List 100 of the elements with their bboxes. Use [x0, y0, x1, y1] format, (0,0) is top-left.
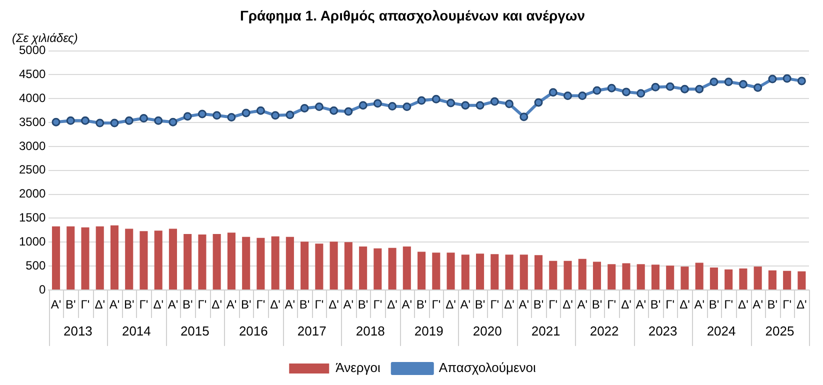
bar [520, 254, 528, 290]
x-tick-label: Δ' [270, 298, 280, 312]
x-tick-label: Β' [182, 298, 193, 312]
legend-label: Απασχολούμενοι [438, 360, 536, 376]
bar [739, 268, 748, 290]
x-tick-label: Γ' [724, 298, 734, 312]
point [286, 110, 294, 120]
point [695, 84, 704, 94]
x-tick-label: Β' [416, 298, 427, 312]
x-tick-label: Α' [460, 298, 471, 312]
x-tick-label: Γ' [490, 298, 500, 312]
x-tick-label: Δ' [328, 298, 339, 312]
point [358, 101, 368, 110]
bar [140, 231, 148, 290]
text: 2019 [414, 324, 444, 339]
x-tick-label: Α' [226, 298, 237, 312]
y-tick-label: 500 [26, 258, 46, 272]
point [330, 106, 338, 115]
x-tick-label: Γ' [139, 298, 148, 312]
point [710, 78, 718, 86]
bar [81, 227, 90, 290]
x-tick-label: Β' [124, 298, 134, 312]
y-tick-label: 4500 [18, 67, 46, 82]
x-tick-label: Γ' [314, 298, 324, 312]
bar [402, 246, 411, 290]
y-tick-label: 3500 [18, 114, 46, 129]
point [227, 113, 236, 122]
point [578, 92, 587, 100]
x-tick-label: Δ' [446, 298, 456, 312]
bar [271, 236, 280, 290]
x-tick-label: Δ' [153, 298, 164, 312]
bar [461, 254, 470, 290]
y-axis-title: (Σε χιλιάδες) [12, 31, 78, 45]
point [432, 94, 440, 104]
point [754, 83, 762, 92]
x-tick-label: Α' [694, 298, 704, 312]
point [314, 102, 324, 112]
x-tick-label: Β' [650, 298, 661, 312]
x-tick-label: Γ' [373, 298, 382, 312]
point [154, 116, 163, 125]
y-tick-label: 3000 [18, 138, 46, 153]
bar [168, 228, 177, 290]
y-tick-label: 2500 [18, 162, 46, 177]
point [139, 114, 148, 123]
point [768, 74, 777, 84]
x-tick-label: Α' [109, 298, 120, 312]
bar [432, 252, 440, 290]
bar [315, 244, 324, 290]
point [96, 118, 104, 128]
text: 2018 [356, 324, 385, 339]
x-tick-label: Β' [474, 298, 486, 312]
bar [344, 242, 352, 290]
bar [374, 248, 382, 290]
point [548, 88, 558, 97]
bar [110, 225, 119, 290]
bar [534, 255, 543, 290]
x-tick-label: Γ' [548, 298, 558, 312]
text: 2017 [297, 324, 326, 339]
x-tick-label: Α' [577, 298, 588, 312]
point [782, 74, 792, 83]
x-tick-label: Δ' [621, 298, 632, 312]
x-tick-label: Δ' [212, 298, 222, 312]
bar [666, 266, 674, 290]
x-tick-label: Γ' [666, 298, 675, 312]
x-tick-label: Α' [284, 298, 296, 312]
x-tick-label: Δ' [680, 298, 690, 312]
bar [651, 264, 660, 290]
x-tick-label: Β' [767, 298, 778, 312]
x-tick-label: Β' [240, 298, 252, 312]
point [592, 86, 602, 95]
bar [680, 266, 689, 290]
point [183, 112, 192, 121]
x-tick-label: Α' [518, 298, 530, 312]
bar [359, 246, 368, 290]
point [271, 111, 280, 120]
point [52, 118, 60, 126]
point [168, 118, 178, 126]
x-tick-label: Α' [168, 298, 178, 312]
x-tick-label: Α' [636, 298, 646, 312]
point [212, 111, 222, 120]
y-tick-label: 5000 [18, 43, 46, 58]
text: 2016 [238, 324, 268, 339]
bar [608, 264, 616, 290]
point [476, 101, 484, 110]
bar [154, 230, 162, 290]
bar [724, 269, 733, 290]
x-tick-label: Δ' [94, 298, 106, 312]
y-tick-label: 1000 [18, 234, 46, 248]
y-tick-label: 2000 [18, 186, 46, 201]
x-tick-label: Δ' [738, 298, 748, 312]
text: 2025 [765, 324, 794, 339]
text: 2014 [122, 324, 151, 339]
legend-label: Άνεργοι [336, 360, 380, 376]
x-tick-label: Δ' [387, 298, 398, 312]
x-tick-label: Γ' [607, 298, 616, 312]
bar [227, 232, 236, 290]
point [505, 100, 514, 108]
text: 2022 [590, 324, 619, 339]
bar [198, 234, 206, 290]
bar [490, 254, 499, 290]
